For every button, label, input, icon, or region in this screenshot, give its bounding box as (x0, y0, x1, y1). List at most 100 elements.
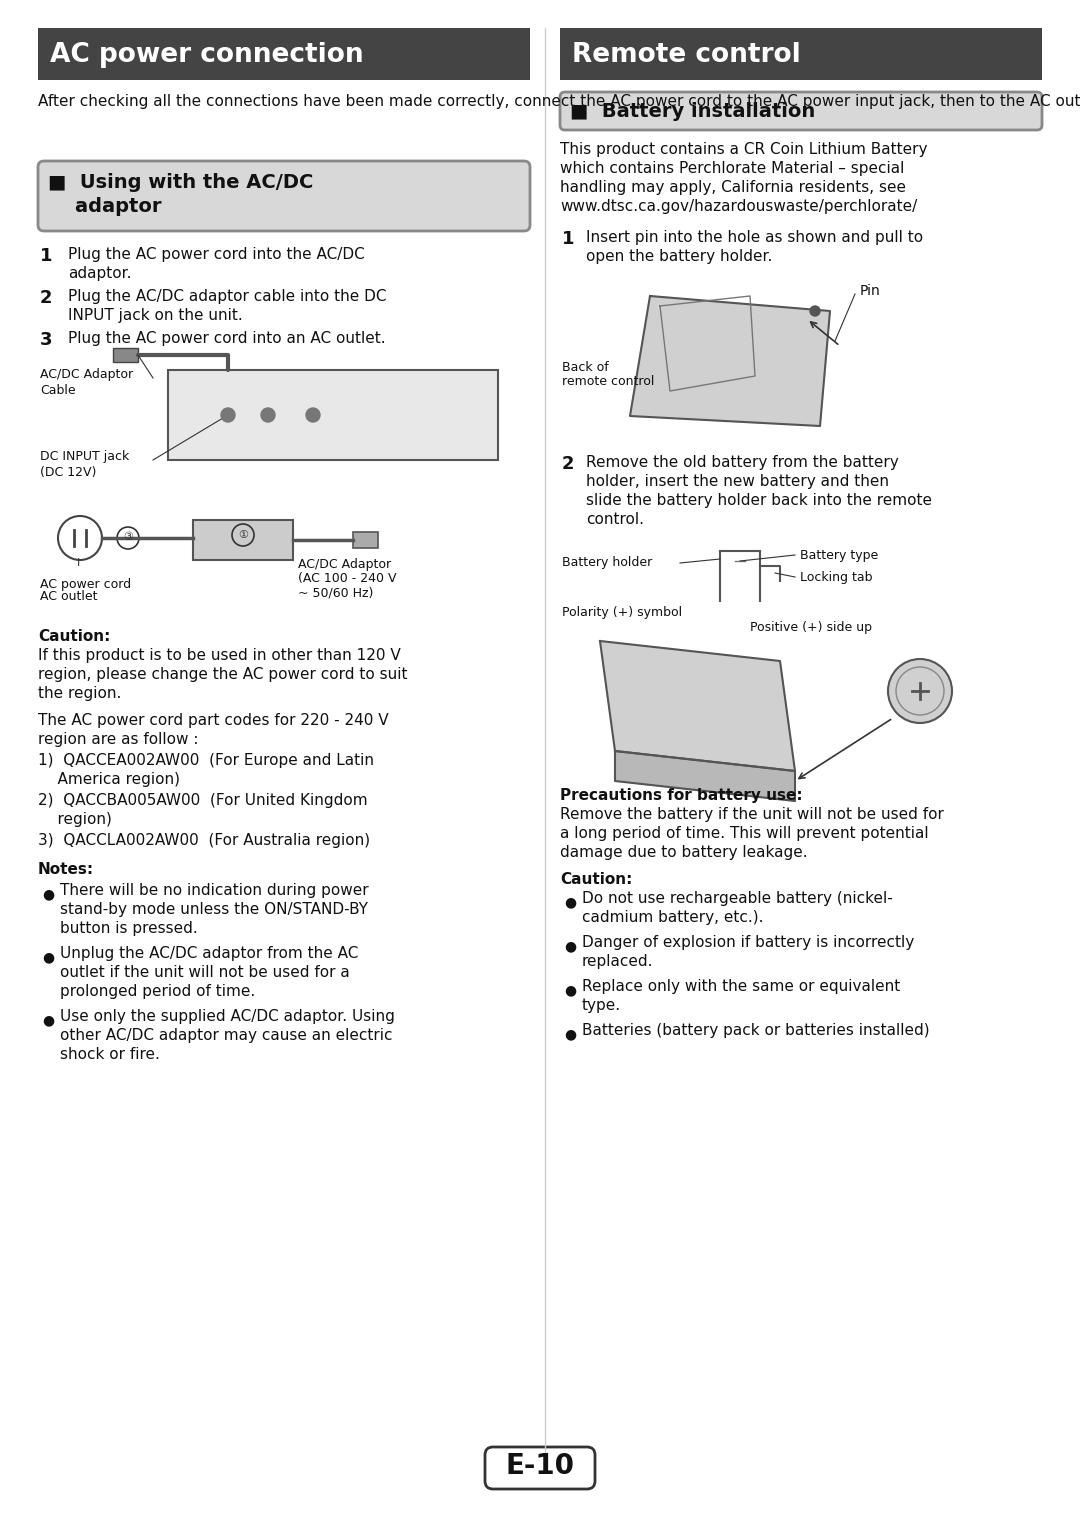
Text: control.: control. (586, 511, 644, 527)
Text: a long period of time. This will prevent potential: a long period of time. This will prevent… (561, 826, 929, 842)
Bar (113, 349, 138, 362)
Text: Plug the AC power cord into an AC outlet.: Plug the AC power cord into an AC outlet… (68, 330, 386, 345)
Text: ■  Using with the AC/DC: ■ Using with the AC/DC (48, 174, 313, 192)
Text: 2)  QACCBA005AW00  (For United Kingdom: 2) QACCBA005AW00 (For United Kingdom (38, 793, 367, 808)
Text: handling may apply, California residents, see: handling may apply, California residents… (561, 180, 906, 195)
Text: DC INPUT jack: DC INPUT jack (40, 451, 130, 463)
Circle shape (261, 408, 275, 422)
Text: prolonged period of time.: prolonged period of time. (60, 985, 255, 998)
Text: AC/DC Adaptor: AC/DC Adaptor (298, 559, 391, 571)
Text: If this product is to be used in other than 120 V: If this product is to be used in other t… (38, 648, 401, 664)
Text: region are as follow :: region are as follow : (38, 732, 199, 747)
Text: Insert pin into the hole as shown and pull to: Insert pin into the hole as shown and pu… (586, 230, 923, 245)
Text: America region): America region) (38, 772, 180, 787)
Text: Use only the supplied AC/DC adaptor. Using: Use only the supplied AC/DC adaptor. Usi… (60, 1009, 395, 1024)
Text: I: I (77, 559, 80, 568)
Text: outlet if the unit will not be used for a: outlet if the unit will not be used for … (60, 965, 350, 980)
Text: AC power cord: AC power cord (40, 578, 131, 591)
Text: Locking tab: Locking tab (800, 571, 873, 584)
Text: ●: ● (42, 887, 54, 901)
Bar (38, 27, 530, 81)
Text: Caution:: Caution: (561, 872, 633, 887)
Text: AC/DC Adaptor: AC/DC Adaptor (40, 368, 133, 380)
Text: region, please change the AC power cord to suit: region, please change the AC power cord … (38, 667, 407, 682)
Text: ●: ● (564, 1027, 576, 1041)
Text: stand-by mode unless the ON/STAND-BY: stand-by mode unless the ON/STAND-BY (60, 903, 368, 916)
Bar (353, 533, 378, 548)
Text: cadmium battery, etc.).: cadmium battery, etc.). (582, 910, 764, 925)
Circle shape (221, 408, 235, 422)
Bar (193, 521, 293, 560)
Text: Cable: Cable (40, 384, 76, 397)
Text: ③: ③ (123, 533, 133, 542)
Text: (AC 100 - 240 V: (AC 100 - 240 V (298, 572, 396, 584)
Text: Danger of explosion if battery is incorrectly: Danger of explosion if battery is incorr… (582, 935, 915, 950)
Text: Back of: Back of (562, 361, 609, 374)
FancyBboxPatch shape (38, 161, 530, 231)
Text: replaced.: replaced. (582, 954, 653, 970)
Bar (168, 370, 498, 460)
Circle shape (306, 408, 320, 422)
Text: ●: ● (42, 1014, 54, 1027)
Text: There will be no indication during power: There will be no indication during power (60, 883, 368, 898)
Text: region): region) (38, 813, 112, 826)
Text: holder, insert the new battery and then: holder, insert the new battery and then (586, 473, 889, 489)
Text: Plug the AC power cord into the AC/DC: Plug the AC power cord into the AC/DC (68, 247, 365, 262)
Text: www.dtsc.ca.gov/hazardouswaste/perchlorate/: www.dtsc.ca.gov/hazardouswaste/perchlora… (561, 199, 917, 215)
Text: 1: 1 (562, 230, 575, 248)
Text: INPUT jack on the unit.: INPUT jack on the unit. (68, 307, 243, 323)
Text: ①: ① (238, 530, 248, 540)
Polygon shape (615, 750, 795, 801)
Text: Remove the battery if the unit will not be used for: Remove the battery if the unit will not … (561, 807, 944, 822)
Text: the region.: the region. (38, 686, 121, 702)
Text: Remote control: Remote control (572, 43, 800, 68)
Text: 2: 2 (562, 455, 575, 473)
Circle shape (888, 659, 951, 723)
Text: 2: 2 (40, 289, 53, 307)
Text: shock or fire.: shock or fire. (60, 1047, 160, 1062)
Text: type.: type. (582, 998, 621, 1014)
Text: button is pressed.: button is pressed. (60, 921, 198, 936)
Text: adaptor: adaptor (48, 196, 162, 216)
Text: other AC/DC adaptor may cause an electric: other AC/DC adaptor may cause an electri… (60, 1027, 392, 1043)
Circle shape (810, 306, 820, 317)
Text: open the battery holder.: open the battery holder. (586, 250, 772, 263)
Text: Plug the AC/DC adaptor cable into the DC: Plug the AC/DC adaptor cable into the DC (68, 289, 387, 304)
Text: which contains Perchlorate Material – special: which contains Perchlorate Material – sp… (561, 161, 904, 177)
Polygon shape (630, 295, 831, 426)
Text: ●: ● (564, 895, 576, 909)
Text: ●: ● (42, 950, 54, 963)
Text: Batteries (battery pack or batteries installed): Batteries (battery pack or batteries ins… (582, 1023, 930, 1038)
Text: Battery type: Battery type (800, 549, 878, 562)
Text: Battery holder: Battery holder (562, 556, 652, 569)
FancyBboxPatch shape (485, 1447, 595, 1489)
Text: Replace only with the same or equivalent: Replace only with the same or equivalent (582, 979, 901, 994)
Text: slide the battery holder back into the remote: slide the battery holder back into the r… (586, 493, 932, 508)
Text: damage due to battery leakage.: damage due to battery leakage. (561, 845, 808, 860)
Text: AC power connection: AC power connection (50, 43, 364, 68)
Text: Unplug the AC/DC adaptor from the AC: Unplug the AC/DC adaptor from the AC (60, 947, 359, 960)
Text: remote control: remote control (562, 374, 654, 388)
Text: ~ 50/60 Hz): ~ 50/60 Hz) (298, 586, 374, 600)
Text: The AC power cord part codes for 220 - 240 V: The AC power cord part codes for 220 - 2… (38, 712, 389, 728)
Text: After checking all the connections have been made correctly, connect the AC powe: After checking all the connections have … (38, 94, 1080, 110)
Text: adaptor.: adaptor. (68, 266, 132, 282)
Text: Caution:: Caution: (38, 629, 110, 644)
Text: Precautions for battery use:: Precautions for battery use: (561, 788, 802, 804)
Text: Notes:: Notes: (38, 861, 94, 877)
Text: (DC 12V): (DC 12V) (40, 466, 96, 479)
Text: AC outlet: AC outlet (40, 591, 97, 603)
Text: 3: 3 (40, 330, 53, 349)
Text: ■  Battery installation: ■ Battery installation (570, 102, 815, 122)
Text: ●: ● (564, 983, 576, 997)
FancyBboxPatch shape (561, 91, 1042, 129)
Text: Remove the old battery from the battery: Remove the old battery from the battery (586, 455, 899, 470)
Text: Positive (+) side up: Positive (+) side up (750, 621, 872, 635)
Text: 1)  QACCEA002AW00  (For Europe and Latin: 1) QACCEA002AW00 (For Europe and Latin (38, 753, 374, 769)
Text: This product contains a CR Coin Lithium Battery: This product contains a CR Coin Lithium … (561, 142, 928, 157)
Text: Pin: Pin (860, 285, 881, 298)
Text: ●: ● (564, 939, 576, 953)
Text: Polarity (+) symbol: Polarity (+) symbol (562, 606, 683, 619)
Bar (561, 27, 1042, 81)
Text: 3)  QACCLA002AW00  (For Australia region): 3) QACCLA002AW00 (For Australia region) (38, 833, 370, 848)
